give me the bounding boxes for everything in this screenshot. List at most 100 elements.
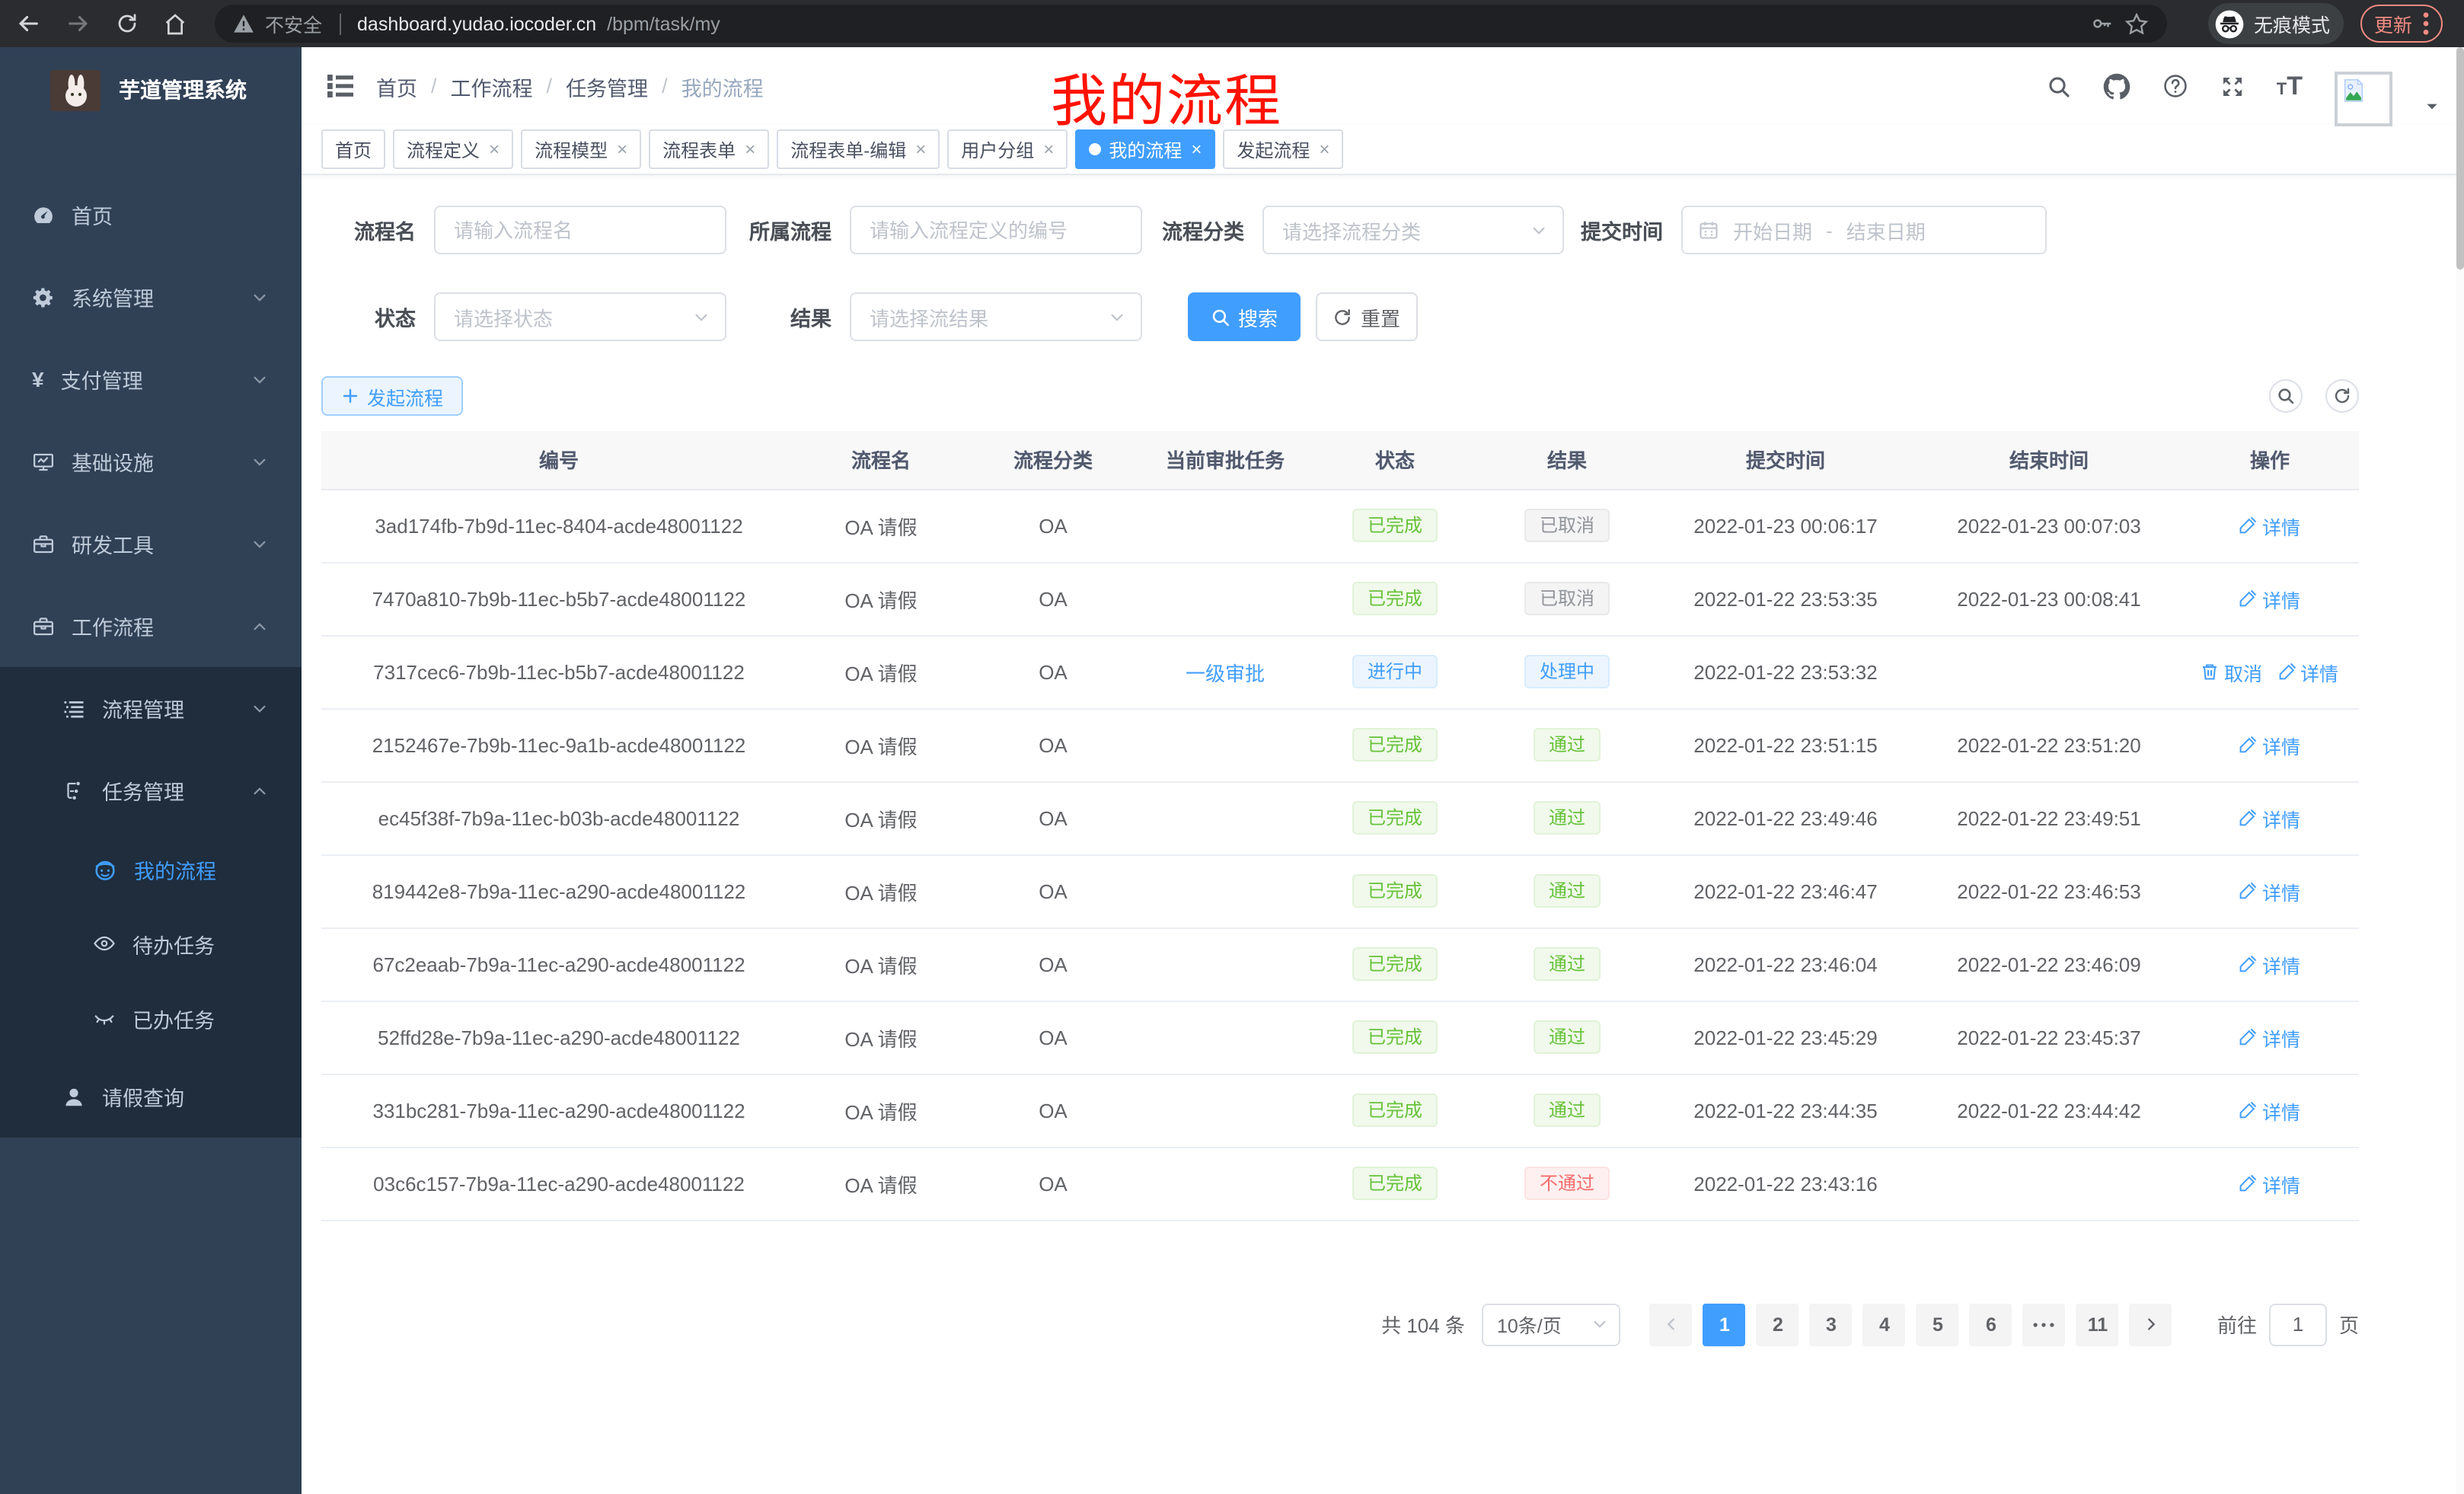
avatar[interactable]: [2335, 71, 2392, 126]
detail-action-link[interactable]: 详情: [2239, 1096, 2300, 1125]
app-logo[interactable]: 芋道管理系统: [0, 47, 302, 132]
sidebar-item-基础设施[interactable]: 基础设施: [0, 420, 302, 503]
tab-我的流程[interactable]: 我的流程 ×: [1075, 129, 1216, 169]
tab-首页[interactable]: 首页: [321, 129, 386, 169]
next-page-button[interactable]: [2129, 1303, 2172, 1346]
cancel-action-link[interactable]: 取消: [2201, 657, 2262, 686]
reset-button-label: 重置: [1360, 307, 1400, 330]
status-badge: 已完成: [1352, 947, 1438, 981]
key-icon[interactable]: [2091, 12, 2114, 35]
detail-action-link[interactable]: 详情: [2239, 730, 2300, 759]
page-button-4[interactable]: 4: [1862, 1303, 1906, 1346]
process-name-input[interactable]: [434, 206, 726, 254]
sidebar-item-已办任务[interactable]: 已办任务: [0, 981, 302, 1055]
tab-用户分组[interactable]: 用户分组 ×: [947, 129, 1068, 169]
star-icon[interactable]: [2124, 11, 2149, 36]
page-numbers: 1 2 3 4 5 6 11: [1645, 1303, 2178, 1346]
tab-流程定义[interactable]: 流程定义 ×: [393, 129, 514, 169]
page-button-5[interactable]: 5: [1916, 1303, 1959, 1346]
edit-icon: [2239, 736, 2258, 754]
search-button[interactable]: 搜索: [1188, 292, 1301, 341]
detail-action-link[interactable]: 详情: [2239, 876, 2300, 905]
page-button-1[interactable]: 1: [1703, 1303, 1746, 1346]
sidebar-item-label: 研发工具: [72, 535, 154, 557]
help-icon[interactable]: [2162, 73, 2188, 99]
forward-icon[interactable]: [65, 11, 91, 37]
close-icon[interactable]: ×: [915, 139, 927, 160]
close-icon[interactable]: ×: [1319, 139, 1330, 160]
search-icon: [2277, 387, 2295, 405]
detail-action-link[interactable]: 详情: [2277, 657, 2338, 686]
tab-流程表单[interactable]: 流程表单 ×: [649, 129, 770, 169]
reset-button[interactable]: 重置: [1316, 292, 1418, 341]
show-search-button[interactable]: [2269, 379, 2303, 413]
chevron-down-icon[interactable]: [2424, 98, 2440, 113]
breadcrumb-item[interactable]: 工作流程: [450, 77, 533, 100]
refresh-table-button[interactable]: [2325, 379, 2359, 413]
detail-action-link[interactable]: 详情: [2239, 1169, 2300, 1198]
sidebar-item-待办任务[interactable]: 待办任务: [0, 906, 302, 981]
detail-action-link[interactable]: 详情: [2239, 584, 2300, 613]
sidebar-item-首页[interactable]: 首页: [0, 174, 302, 256]
home-icon[interactable]: [163, 11, 187, 36]
sidebar-item-任务管理[interactable]: 任务管理: [0, 749, 302, 832]
cell-result: 已取消: [1480, 489, 1654, 563]
close-icon[interactable]: ×: [1043, 139, 1055, 160]
sidebar-item-流程管理[interactable]: 流程管理: [0, 667, 302, 749]
page-button-2[interactable]: 2: [1756, 1303, 1799, 1346]
cell-end-time: [1917, 1147, 2181, 1221]
sidebar-item-请假查询[interactable]: 请假查询: [0, 1055, 302, 1138]
sidebar-item-我的流程[interactable]: 我的流程: [0, 832, 302, 906]
tab-发起流程[interactable]: 发起流程 ×: [1223, 129, 1344, 169]
cell-result: 不通过: [1480, 1147, 1654, 1221]
cell-id: 52ffd28e-7b9a-11ec-a290-acde48001122: [321, 1001, 796, 1074]
collapse-sidebar-icon[interactable]: [327, 75, 353, 97]
scrollbar-thumb[interactable]: [2456, 47, 2464, 270]
browser-update-button[interactable]: 更新: [2360, 5, 2443, 43]
breadcrumb-item[interactable]: 任务管理: [566, 77, 649, 100]
back-icon[interactable]: [15, 11, 41, 37]
close-icon[interactable]: ×: [617, 139, 628, 160]
detail-action-link[interactable]: 详情: [2239, 803, 2300, 832]
sidebar-item-系统管理[interactable]: 系统管理: [0, 256, 302, 338]
tab-流程模型[interactable]: 流程模型 ×: [521, 129, 642, 169]
detail-action-link[interactable]: 详情: [2239, 1023, 2300, 1052]
close-icon[interactable]: ×: [745, 139, 756, 160]
fullscreen-icon[interactable]: [2220, 74, 2245, 98]
detail-action-link[interactable]: 详情: [2239, 950, 2300, 978]
category-select[interactable]: 请选择流程分类: [1262, 206, 1564, 254]
process-def-input[interactable]: [850, 206, 1142, 254]
close-icon[interactable]: ×: [489, 139, 500, 160]
sidebar-item-支付管理[interactable]: ¥ 支付管理: [0, 338, 302, 420]
more-pages-button[interactable]: [2022, 1303, 2066, 1346]
status-select[interactable]: 请选择状态: [434, 292, 726, 341]
goto-page-input[interactable]: [2268, 1303, 2327, 1346]
current-task-link[interactable]: 一级审批: [1185, 662, 1265, 685]
tab-label: 流程表单: [662, 139, 736, 161]
submit-time-range-picker[interactable]: 开始日期 - 结束日期: [1681, 206, 2047, 254]
breadcrumb-item[interactable]: 首页: [376, 77, 417, 100]
page-button-11[interactable]: 11: [2076, 1303, 2119, 1346]
page-button-3[interactable]: 3: [1809, 1303, 1853, 1346]
sidebar-item-工作流程[interactable]: 工作流程: [0, 585, 302, 667]
kebab-menu-icon[interactable]: [2423, 12, 2429, 35]
tab-流程表单-编辑[interactable]: 流程表单-编辑 ×: [777, 129, 940, 169]
sidebar-item-研发工具[interactable]: 研发工具: [0, 503, 302, 585]
page-button-6[interactable]: 6: [1969, 1303, 2012, 1346]
scrollbar[interactable]: [2456, 47, 2464, 1494]
cell-category: OA: [965, 635, 1141, 709]
prev-page-button[interactable]: [1649, 1303, 1693, 1346]
result-select[interactable]: 请选择流结果: [850, 292, 1142, 341]
create-process-button[interactable]: 发起流程: [321, 376, 464, 416]
close-icon[interactable]: ×: [1191, 139, 1202, 160]
detail-action-label: 详情: [2261, 517, 2300, 538]
search-icon[interactable]: [2047, 74, 2071, 98]
page-size-select[interactable]: 10条/页: [1481, 1303, 1620, 1346]
cell-status: 已完成: [1310, 1001, 1480, 1074]
detail-action-link[interactable]: 详情: [2239, 511, 2300, 540]
github-icon[interactable]: [2103, 72, 2130, 100]
address-bar[interactable]: 不安全 dashboard.yudao.iocoder.cn/bpm/task/…: [215, 5, 2167, 43]
column-header-操作: 操作: [2181, 431, 2359, 490]
reload-icon[interactable]: [116, 12, 139, 35]
